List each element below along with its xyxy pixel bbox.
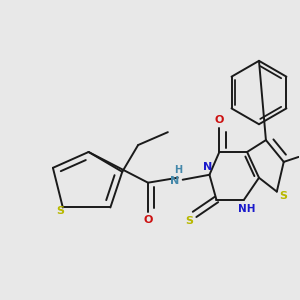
Text: N: N xyxy=(203,162,212,172)
Text: NH: NH xyxy=(238,204,256,214)
Text: O: O xyxy=(215,115,224,125)
Text: N: N xyxy=(170,176,179,186)
Text: S: S xyxy=(280,190,288,201)
Text: H: H xyxy=(174,165,182,175)
Text: O: O xyxy=(143,215,153,225)
Text: S: S xyxy=(186,216,194,226)
Text: S: S xyxy=(56,206,64,216)
